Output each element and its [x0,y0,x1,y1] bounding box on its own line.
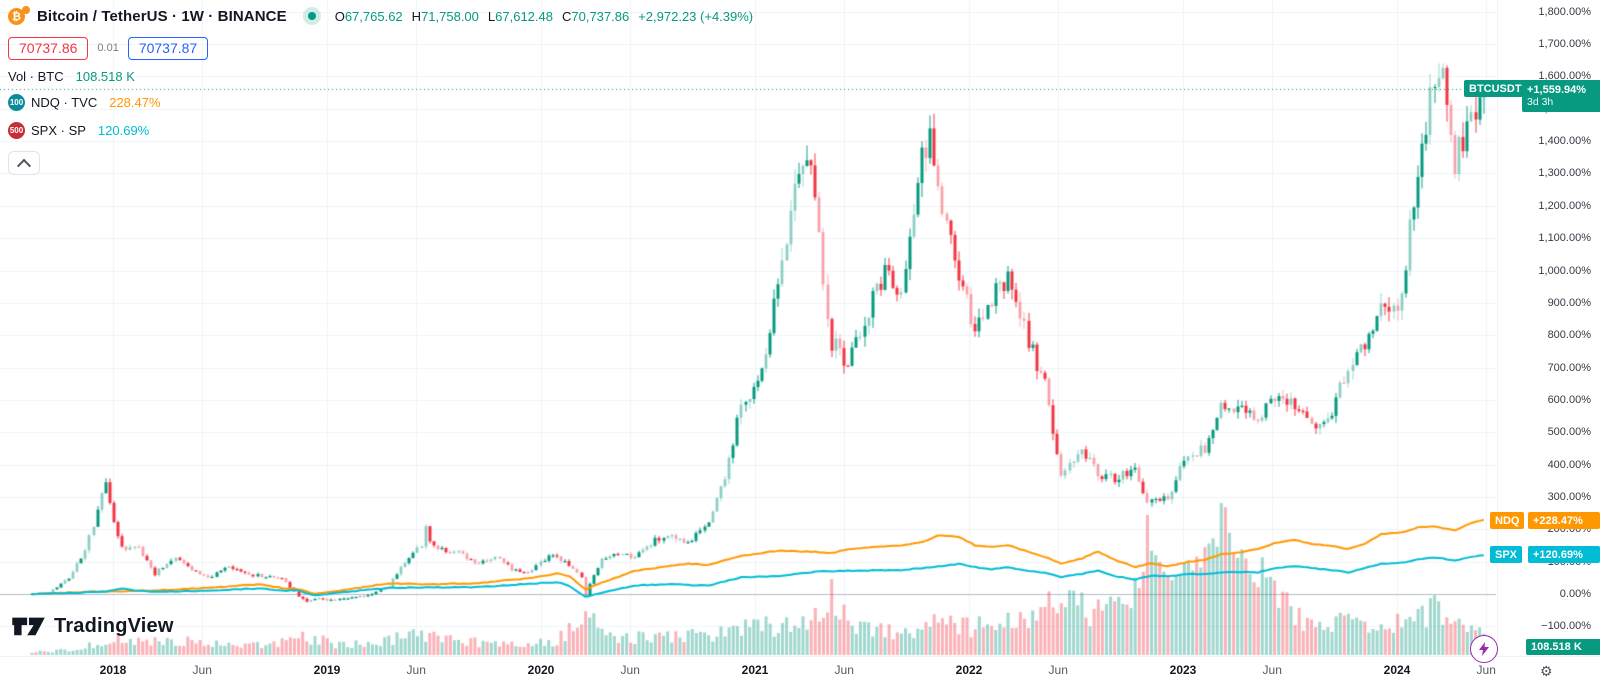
bitcoin-logo-icon: ₿ [8,5,31,27]
ohlc-values: O67,765.62 H71,758.00 L67,612.48 C70,737… [334,8,754,24]
ndq-price-flag: +228.47% [1528,512,1600,529]
volume-indicator-value: 108.518 K [75,69,135,84]
time-axis-tick: 2019 [313,663,341,677]
time-axis-tick: 2022 [955,663,983,677]
tradingview-watermark[interactable]: TradingView [12,613,174,639]
price-axis-tick: 500.00% [1547,426,1591,439]
spx-symbol-label: SPX · SP [31,123,86,138]
price-axis-tick: 800.00% [1547,329,1591,342]
close-value: 70,737.86 [571,8,630,24]
price-axis-tick: −100.00% [1541,620,1591,633]
ndq-symbol-label: NDQ · TVC [31,95,98,110]
time-axis-tick: 2020 [527,663,555,677]
time-axis-tick: Jun [1048,663,1068,677]
time-axis-tick: Jun [1476,663,1496,677]
price-axis-tick: 1,800.00% [1538,5,1591,18]
tradingview-logo-icon [12,617,45,636]
sell-price-button[interactable]: 70737.86 [8,36,89,60]
price-axis-tick: 0.00% [1559,588,1591,600]
time-axis-tick: 2021 [741,663,769,677]
symbol-title[interactable]: Bitcoin / TetherUS · 1W · BINANCE [37,7,287,25]
price-axis-tick: 600.00% [1547,393,1591,406]
btcusdt-price-tag: BTCUSDT [1464,80,1527,97]
bar-countdown: 3d 3h [1527,96,1554,108]
price-axis-tick: 1,400.00% [1538,135,1591,148]
price-axis-tick: 900.00% [1547,296,1591,309]
price-axis-tick: 700.00% [1547,361,1591,374]
axis-settings-gear-icon[interactable]: ⚙ [1540,663,1553,679]
boost-button[interactable] [1470,635,1498,663]
time-axis-tick: Jun [406,663,426,677]
volume-axis-flag: 108.518 K [1526,639,1600,655]
spx-price-flag: +120.69% [1528,546,1600,563]
time-axis[interactable]: 2018 Jun 2019 Jun 2020 Jun 2021 Jun 2022 Jun 2023 J… [0,656,1600,685]
spread-value: 0.01 [97,42,119,54]
price-axis[interactable]: 1,800.00%1,700.00%1,600.00%1,500.00%1,40… [1497,0,1600,656]
collapse-legend-button[interactable] [8,151,40,175]
ndq-value: 228.47% [109,95,161,110]
main-symbol-row[interactable]: ₿ Bitcoin / TetherUS · 1W · BINANCE O67,… [8,4,753,28]
compare-row-ndq[interactable]: 100 NDQ · TVC 228.47% [8,93,753,112]
change-value: +2,972.23 (+4.39%) [638,8,754,24]
sp500-badge-icon: 500 [8,122,25,139]
price-axis-tick: 1,200.00% [1538,199,1591,212]
lightning-icon [1479,642,1489,656]
volume-indicator-label: Vol · BTC [8,69,64,84]
price-axis-tick: 400.00% [1547,458,1591,471]
time-axis-tick: Jun [192,663,212,677]
price-axis-tick: 1,600.00% [1538,70,1591,83]
buy-price-button[interactable]: 70737.87 [127,36,209,60]
high-value: 71,758.00 [421,8,479,24]
open-value: 67,765.62 [344,8,403,24]
compare-row-spx[interactable]: 500 SPX · SP 120.69% [8,121,753,140]
price-axis-tick: 300.00% [1547,490,1591,503]
price-axis-tick: 1,300.00% [1538,167,1591,180]
low-value: 67,612.48 [495,8,553,24]
tradingview-logo-text: TradingView [54,614,174,637]
volume-indicator-row[interactable]: Vol · BTC 108.518 K [8,69,753,84]
spx-price-tag: SPX [1490,546,1523,563]
time-axis-tick: Jun [1262,663,1282,677]
ndq-price-tag: NDQ [1490,512,1525,529]
chevron-up-icon [16,158,32,173]
time-axis-tick: 2023 [1169,663,1197,677]
nasdaq100-badge-icon: 100 [8,94,25,111]
time-axis-tick: 2018 [99,663,127,677]
market-status-icon[interactable] [302,7,321,25]
price-axis-tick: 1,100.00% [1538,232,1591,245]
price-axis-tick: 1,700.00% [1538,38,1591,51]
btcusdt-price-flag: +1,559.94% 3d 3h [1522,80,1600,112]
chart-legend: ₿ Bitcoin / TetherUS · 1W · BINANCE O67,… [8,4,753,175]
time-axis-tick: 2024 [1383,663,1411,677]
price-axis-tick: 1,000.00% [1538,264,1591,277]
time-axis-tick: Jun [834,663,854,677]
spx-value: 120.69% [97,123,150,138]
time-axis-tick: Jun [620,663,640,677]
